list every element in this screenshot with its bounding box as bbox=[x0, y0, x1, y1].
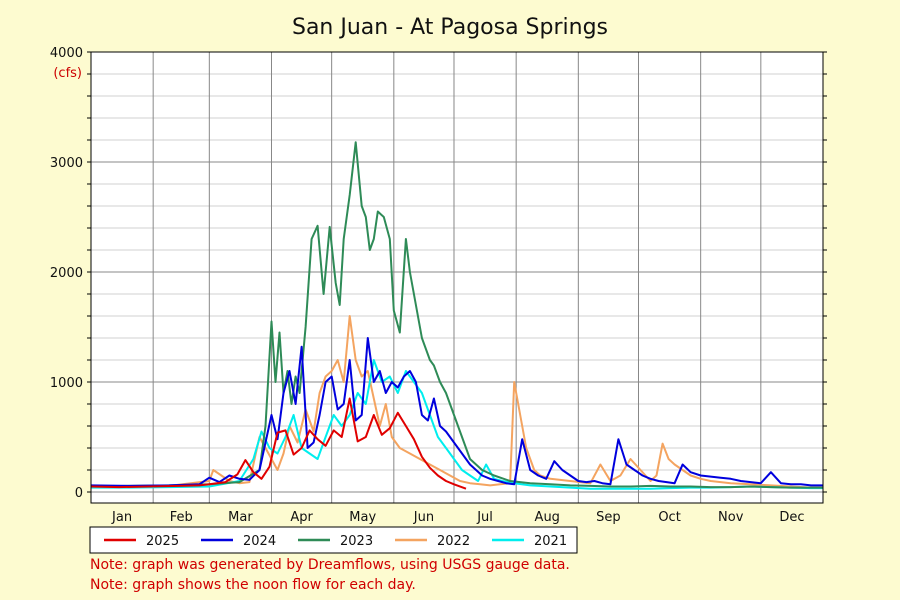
y-tick-label: 3000 bbox=[50, 156, 83, 171]
x-tick-label: Nov bbox=[718, 510, 744, 525]
series-line-2025 bbox=[90, 397, 467, 490]
grid bbox=[91, 51, 823, 503]
plot-background bbox=[91, 52, 823, 503]
x-tick-label: Oct bbox=[658, 510, 680, 525]
legend: 2025 2024 2023 2022 2021 bbox=[89, 526, 578, 554]
y-tick-label: 4000 bbox=[50, 46, 83, 61]
series-line-2023 bbox=[90, 141, 823, 489]
legend-label-2021: 2021 bbox=[534, 534, 567, 549]
x-tick-label: Apr bbox=[290, 510, 313, 525]
series-line-2022 bbox=[91, 315, 823, 489]
legend-label-2022: 2022 bbox=[437, 534, 470, 549]
x-tick-label: Aug bbox=[535, 510, 560, 525]
x-tick-label: May bbox=[349, 510, 376, 525]
x-axis: Jan Feb Mar Apr May Jun Jul Aug Sep Oct Nov Dec bbox=[111, 510, 804, 525]
y-unit-label: (cfs) bbox=[53, 66, 82, 81]
x-tick-label: Feb bbox=[170, 510, 193, 525]
y-axis: 0 1000 2000 3000 4000 bbox=[50, 46, 827, 501]
legend-label-2025: 2025 bbox=[146, 534, 179, 549]
plot-area: 0 1000 2000 3000 4000 Jan Feb Mar Apr May Jun Jul A… bbox=[50, 46, 827, 525]
y-tick-label: 2000 bbox=[50, 266, 83, 281]
legend-label-2023: 2023 bbox=[340, 534, 373, 549]
x-tick-label: Jul bbox=[476, 510, 493, 525]
y-tick-label: 0 bbox=[75, 486, 83, 501]
note-source: Note: graph was generated by Dreamflows,… bbox=[90, 557, 570, 573]
x-tick-label: Jun bbox=[413, 510, 434, 525]
note-noon-flow: Note: graph shows the noon flow for each… bbox=[90, 577, 416, 593]
x-tick-label: Mar bbox=[228, 510, 253, 525]
series-layer bbox=[90, 141, 823, 490]
x-tick-label: Jan bbox=[111, 510, 132, 525]
plot-border bbox=[90, 51, 824, 504]
legend-label-2024: 2024 bbox=[243, 534, 276, 549]
x-tick-label: Sep bbox=[596, 510, 621, 525]
y-tick-label: 1000 bbox=[50, 376, 83, 391]
series-line-2024 bbox=[90, 337, 823, 487]
chart-title: San Juan - At Pagosa Springs bbox=[292, 15, 608, 40]
series-line-2021 bbox=[91, 359, 823, 490]
x-tick-label: Dec bbox=[779, 510, 804, 525]
